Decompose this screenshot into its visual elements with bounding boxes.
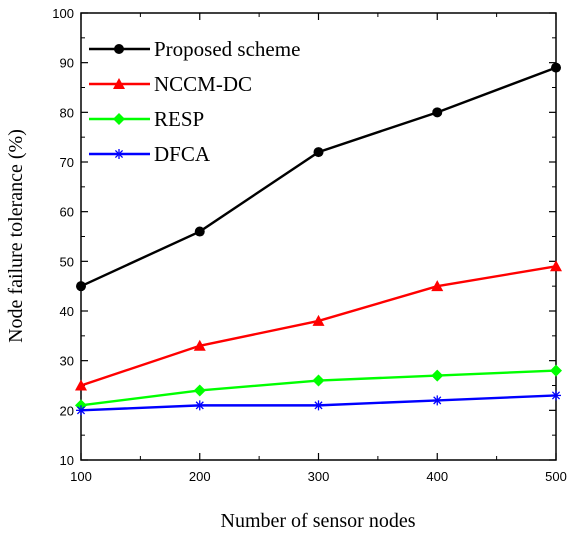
data-point-resp	[431, 369, 444, 382]
legend-marker	[114, 44, 124, 54]
data-point-proposed-scheme	[76, 281, 86, 292]
data-point-nccm-dc	[431, 280, 444, 292]
series-layer	[75, 62, 562, 416]
legend-marker	[113, 113, 125, 125]
legend-label: NCCM-DC	[154, 72, 252, 96]
data-point-proposed-scheme	[313, 147, 324, 158]
asterisk-stroke	[195, 401, 204, 410]
asterisk-stroke	[314, 401, 323, 410]
legend-label: DFCA	[154, 142, 211, 166]
data-point-dfca	[194, 400, 205, 411]
y-tick-label: 50	[60, 254, 74, 269]
legend-marker	[113, 78, 125, 89]
legend-label: Proposed scheme	[154, 37, 300, 61]
y-tick-label: 90	[60, 56, 74, 71]
y-tick-label: 60	[60, 205, 74, 220]
asterisk-stroke	[433, 396, 442, 405]
y-tick-label: 80	[60, 105, 74, 120]
x-tick-label: 500	[545, 469, 567, 484]
asterisk-stroke	[551, 391, 561, 400]
y-tick-label: 30	[60, 354, 74, 369]
x-tick-label: 100	[70, 469, 92, 484]
data-point-nccm-dc	[312, 314, 325, 326]
legend-label: RESP	[154, 107, 204, 131]
axes: 100 200 300 400 500 10 20 30 40 50 60 70 80 90 100	[52, 6, 567, 484]
y-tick-label: 100	[52, 6, 74, 21]
legend-entry-proposed-scheme: Proposed scheme	[89, 37, 300, 61]
series-nccm-dc	[75, 260, 562, 391]
y-tick-label: 20	[60, 403, 74, 418]
data-point-resp	[550, 364, 562, 377]
legend-marker	[114, 149, 124, 159]
data-point-nccm-dc	[550, 260, 562, 272]
asterisk-stroke	[76, 406, 86, 415]
data-point-resp	[193, 384, 206, 397]
data-point-dfca	[432, 395, 443, 406]
data-point-nccm-dc	[75, 379, 87, 391]
y-tick-label: 70	[60, 155, 74, 170]
asterisk-stroke	[114, 149, 124, 159]
x-axis-title: Number of sensor nodes	[221, 510, 416, 532]
x-tick-label: 300	[308, 469, 330, 484]
legend-entry-resp: RESP	[89, 107, 204, 131]
data-point-dfca	[551, 390, 561, 401]
x-tick-label: 400	[426, 469, 448, 484]
series-proposed-scheme	[76, 62, 561, 292]
data-point-resp	[312, 374, 325, 387]
y-tick-label: 10	[60, 453, 74, 468]
data-point-dfca	[76, 405, 86, 416]
x-tick-label: 200	[189, 469, 211, 484]
legend: Proposed scheme NCCM-DC RESP DFCA	[89, 37, 300, 166]
series-line-proposed-scheme	[80, 66, 557, 288]
data-point-proposed-scheme	[551, 62, 561, 73]
legend-entry-nccm-dc: NCCM-DC	[89, 72, 252, 96]
y-axis-title: Node failure tolerance (%)	[5, 129, 27, 343]
y-tick-label: 40	[60, 304, 74, 319]
legend-entry-dfca: DFCA	[89, 142, 211, 166]
data-point-proposed-scheme	[194, 226, 205, 237]
data-point-nccm-dc	[193, 339, 206, 351]
series-dfca	[76, 390, 561, 416]
plot-frame	[80, 12, 557, 461]
data-point-dfca	[313, 400, 324, 411]
data-point-proposed-scheme	[432, 107, 443, 118]
